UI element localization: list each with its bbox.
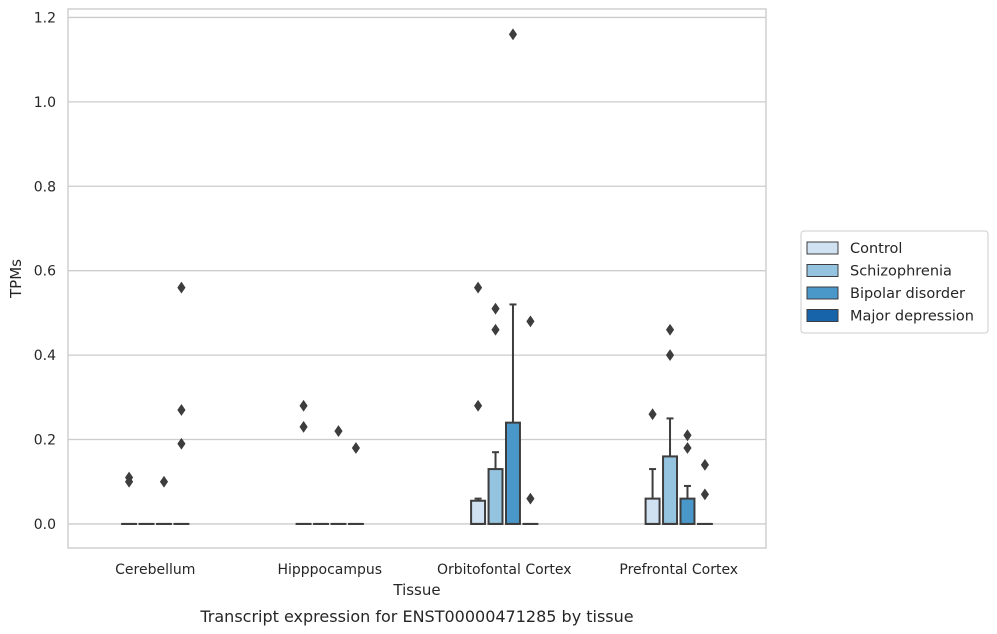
outlier-marker	[683, 442, 692, 454]
y-tick-labels: 0.0 0.2 0.4 0.6 0.8 1.0 1.2	[34, 10, 56, 532]
box-bipolar-disorder	[155, 475, 172, 525]
y-tick-label: 1.2	[34, 10, 56, 26]
y-tick-label: 0.8	[34, 179, 56, 195]
gridlines	[68, 16, 766, 525]
x-axis-label: Tissue	[392, 581, 440, 599]
legend-label: Bipolar disorder	[850, 286, 965, 302]
outlier-marker	[683, 429, 692, 442]
x-tick-label: Hipppocampus	[277, 562, 382, 578]
box-schizophrenia	[487, 302, 504, 525]
outlier-marker	[700, 458, 710, 471]
plot-frame	[67, 8, 767, 549]
x-tick-label: Orbitofontal Cortex	[437, 562, 572, 578]
box-major-depression	[347, 442, 364, 525]
outlier-marker	[159, 475, 169, 488]
box-body	[679, 497, 696, 525]
legend-item: Schizophrenia	[806, 264, 952, 280]
legend: Control Schizophrenia Bipolar disorder Majo…	[800, 230, 989, 334]
box-control	[470, 281, 487, 525]
legend-swatch	[806, 309, 839, 322]
legend-swatch	[806, 241, 839, 255]
y-tick-label: 1.0	[34, 95, 56, 111]
outlier-marker	[665, 349, 675, 362]
outlier-marker	[299, 399, 308, 412]
outlier-marker	[351, 442, 361, 454]
outlier-marker	[491, 323, 500, 336]
box-schizophrenia	[662, 323, 679, 525]
outlier-marker	[700, 488, 710, 501]
y-tick-label: 0.2	[34, 433, 56, 449]
box-major-depression	[522, 315, 539, 525]
outlier-marker	[177, 404, 186, 416]
legend-label: Major depression	[850, 309, 974, 325]
legend-label: Schizophrenia	[850, 264, 952, 280]
box-body	[644, 497, 661, 525]
box-body	[504, 421, 521, 525]
legend-swatch	[806, 264, 839, 277]
legend-item: Bipolar disorder	[806, 286, 965, 302]
box-body	[487, 468, 504, 525]
outlier-marker	[473, 399, 483, 412]
box-major-depression	[696, 458, 713, 525]
legend-swatch	[806, 286, 839, 300]
outlier-marker	[508, 28, 518, 41]
y-tick-label: 0.0	[34, 517, 56, 533]
outlier-marker	[334, 425, 343, 437]
legend-item: Control	[806, 241, 902, 257]
outlier-marker	[124, 475, 134, 488]
chart-caption: Transcript expression for ENST0000047128…	[199, 607, 633, 626]
x-tick-label: Prefrontal Cortex	[619, 562, 738, 578]
legend-item: Major depression	[806, 309, 974, 325]
outlier-marker	[648, 408, 657, 421]
y-axis-label: TPMs	[7, 259, 25, 299]
legend-frame	[800, 230, 989, 334]
outlier-marker	[177, 437, 186, 450]
y-tick-label: 0.4	[34, 348, 56, 364]
outlier-marker	[177, 281, 186, 294]
box-bipolar-disorder	[330, 425, 347, 525]
box-body	[662, 455, 679, 525]
outlier-marker	[473, 281, 483, 294]
box-control	[295, 399, 312, 525]
boxes	[121, 28, 713, 525]
box-bipolar-disorder	[679, 429, 696, 525]
box-control	[121, 471, 138, 525]
y-tick-label: 0.6	[34, 264, 56, 280]
box-control	[644, 408, 661, 525]
outlier-marker	[665, 323, 675, 336]
x-tick-label: Cerebellum	[115, 562, 195, 578]
x-tick-labels: Cerebellum Hipppocampus Orbitofontal Corte…	[115, 562, 738, 578]
legend-label: Control	[850, 241, 902, 257]
outlier-marker	[299, 420, 308, 433]
outlier-marker	[526, 492, 535, 505]
box-bipolar-disorder	[504, 28, 521, 525]
box-major-depression	[173, 281, 190, 525]
outlier-marker	[491, 302, 500, 315]
box-body	[470, 499, 487, 525]
outlier-marker	[526, 315, 535, 328]
